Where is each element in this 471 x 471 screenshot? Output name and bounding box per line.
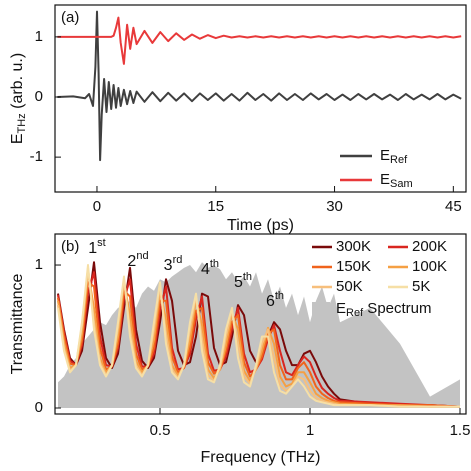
y-tick-label: 0 [35,399,43,416]
legend-label-part: Ref [390,154,408,166]
y-tick-label: -1 [30,148,43,165]
y-axis-label-part: E [9,133,26,144]
x-tick-label: 30 [326,198,343,215]
annotation-part: 5 [234,274,243,291]
x-axis-label: Frequency (THz) [200,449,320,466]
y-axis-label: ETHz (arb. u.) [9,53,28,144]
plot-frame [54,4,467,193]
annotation: 2nd [127,250,148,270]
legend-label-part: E [380,171,390,188]
line [57,10,462,162]
x-tick-label: 0.5 [150,422,171,439]
legend-label-part: E [336,300,346,317]
y-tick-label: 1 [35,28,43,45]
y-axis-label-part: THz [16,113,28,133]
annotation-part: 3 [164,257,173,274]
plot-frame [54,233,467,415]
legend-label: 150K [336,258,371,275]
legend-label-part: Ref [346,307,364,319]
legend-label-part: Sam [390,178,413,190]
legend-label: ESam [380,171,413,190]
panel-label: (b) [61,238,79,255]
annotation-part: th [243,271,252,283]
line [57,264,460,408]
annotation-part: nd [136,250,148,262]
annotation: 5th [234,271,252,291]
line [57,261,461,408]
legend-label: 100K [412,258,447,275]
annotation-part: rd [173,254,183,266]
legend-swatch [312,302,330,316]
line [57,271,461,408]
x-tick-label: 1.5 [450,422,471,439]
annotation-part: st [97,237,106,249]
legend-label: 5K [412,278,430,295]
y-tick-label: 0 [35,88,43,105]
line [57,16,462,65]
y-tick-label: 1 [35,256,43,273]
annotation: 6th [266,290,284,310]
annotation-part: 6 [266,293,275,310]
annotation-part: 1 [88,240,97,257]
annotation-part: th [210,258,219,270]
legend-label-part: Spectrum [363,300,431,317]
x-tick-label: 15 [207,198,224,215]
panel-label: (a) [61,9,79,26]
legend-label: ERef [380,147,408,166]
x-tick-label: 45 [445,198,462,215]
legend-label: ERef Spectrum [336,300,432,319]
legend-label: 50K [336,278,363,295]
legend-label: 300K [336,238,371,255]
annotation-part: 4 [201,261,210,278]
x-tick-label: 0 [93,198,101,215]
legend-label-part: E [380,147,390,164]
annotation-part: th [275,290,284,302]
x-axis-label: Time (ps) [227,217,294,234]
legend-label: 200K [412,238,447,255]
annotation: 1st [88,237,105,257]
annotation: 4th [201,258,219,278]
x-tick-label: 1 [306,422,314,439]
y-axis-label-part: (arb. u.) [9,53,26,113]
y-axis-label: Transmittance [9,274,26,375]
annotation: 3rd [164,254,183,274]
annotation-part: 2 [127,253,136,270]
